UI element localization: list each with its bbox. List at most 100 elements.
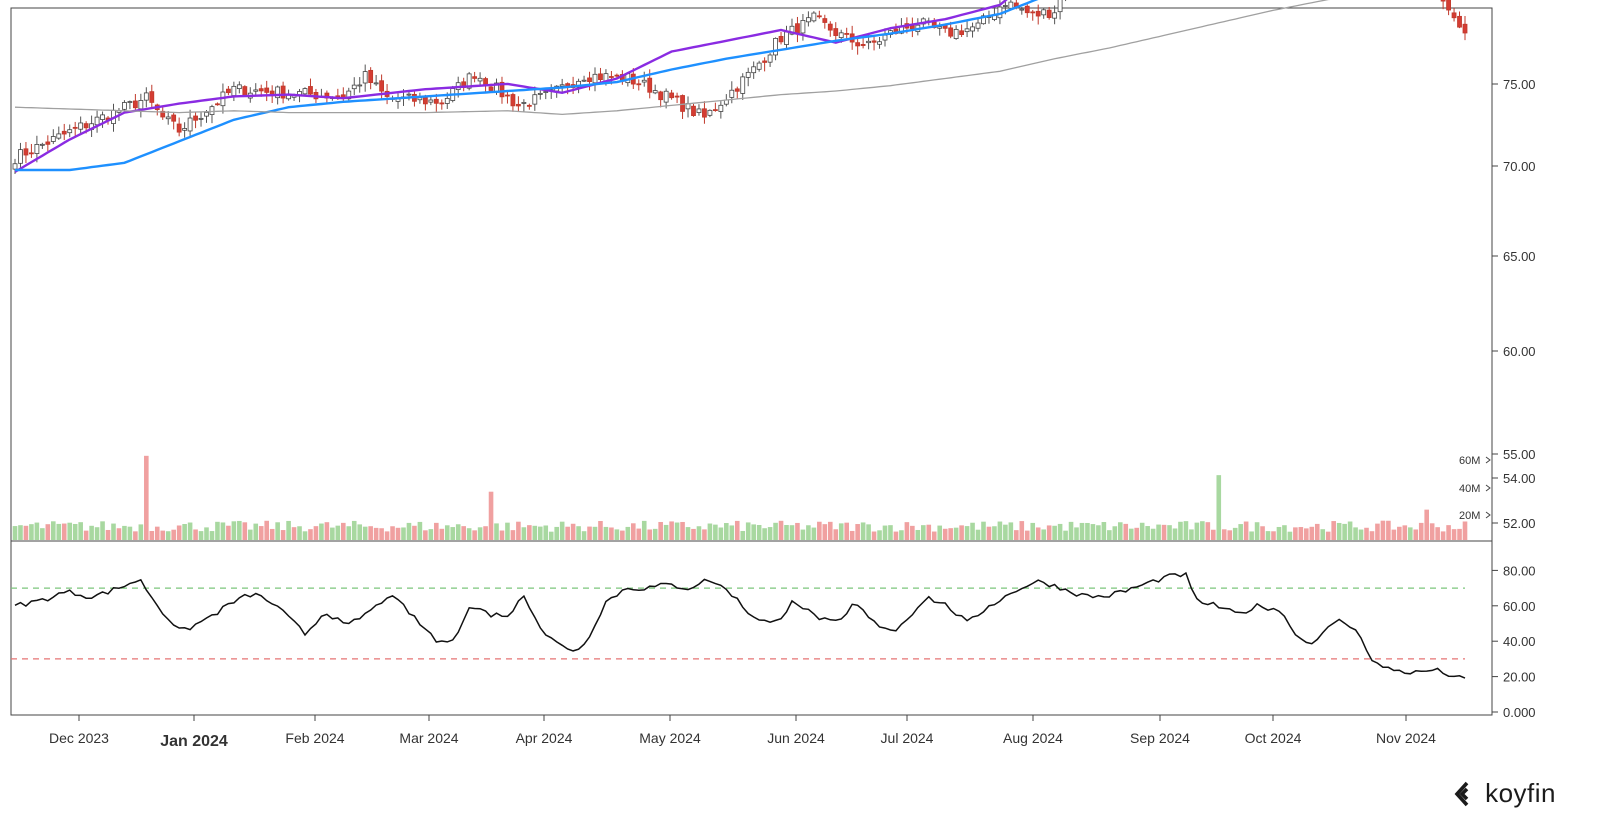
volume-bar xyxy=(111,523,116,540)
volume-bar xyxy=(904,522,910,540)
candle xyxy=(537,90,543,100)
volume-bar xyxy=(724,523,729,540)
price-tick-label: 75.00 xyxy=(1503,77,1536,92)
candle xyxy=(406,91,412,101)
volume-bar xyxy=(280,530,286,540)
candle xyxy=(521,99,527,112)
candle xyxy=(18,142,23,170)
volume-bar xyxy=(636,528,642,540)
volume-bar xyxy=(1085,522,1090,540)
volume-bar xyxy=(652,528,658,540)
volume-bar xyxy=(1024,530,1030,540)
candle xyxy=(663,88,669,109)
volume-bar xyxy=(745,522,751,540)
volume-bar xyxy=(1331,521,1336,540)
volume-bar xyxy=(193,529,198,540)
candle xyxy=(176,117,182,137)
volume-bar xyxy=(269,528,275,540)
volume-bar xyxy=(1391,529,1397,540)
volume-bar xyxy=(116,528,122,540)
volume-bar xyxy=(751,524,756,540)
volume-bar xyxy=(61,523,67,540)
month-tick-label: Apr 2024 xyxy=(516,730,573,746)
volume-bar xyxy=(767,527,773,540)
candle xyxy=(767,53,773,67)
volume-bar xyxy=(231,521,237,540)
volume-bar xyxy=(56,523,62,540)
candle xyxy=(225,86,231,96)
volume-bar xyxy=(970,522,975,540)
price-tick-label: 70.00 xyxy=(1503,159,1536,174)
month-tick-label: Dec 2023 xyxy=(49,730,109,746)
volume-bar xyxy=(1325,531,1331,540)
volume-bar xyxy=(149,530,155,540)
volume-bar xyxy=(176,525,182,540)
volume-bar xyxy=(187,522,193,540)
volume-bar xyxy=(1035,527,1041,540)
volume-bar xyxy=(1101,522,1107,540)
volume-bar xyxy=(494,523,499,540)
volume-bar xyxy=(1402,525,1408,540)
oscillator-panel xyxy=(11,571,1466,679)
candle xyxy=(1052,5,1058,25)
volume-bar xyxy=(1386,520,1391,540)
volume-bar xyxy=(784,525,789,540)
candle xyxy=(959,24,965,37)
candle xyxy=(756,60,762,72)
volume-bar xyxy=(1068,521,1074,540)
volume-bar xyxy=(685,527,691,540)
volume-bar xyxy=(472,530,477,540)
candle xyxy=(198,111,204,127)
volume-bar xyxy=(849,530,855,540)
volume-bar xyxy=(384,531,390,540)
candle xyxy=(302,87,308,95)
volume-bar xyxy=(592,526,598,540)
candle xyxy=(669,89,675,100)
volume-bar xyxy=(674,522,680,540)
volume-bar xyxy=(647,529,653,540)
price-tick-label: 54.00 xyxy=(1503,471,1536,486)
volume-bar xyxy=(1424,509,1429,540)
oscillator-tick-label: 60.00 xyxy=(1503,599,1536,614)
volume-bar xyxy=(127,526,133,540)
candle xyxy=(658,90,664,108)
volume-bar xyxy=(1178,521,1183,540)
volume-bar xyxy=(773,522,778,540)
volume-bar xyxy=(1413,529,1419,540)
koyfin-logo[interactable]: koyfin xyxy=(1453,778,1556,809)
volume-bar xyxy=(1150,528,1156,540)
volume-bar xyxy=(12,526,18,540)
volume-bar xyxy=(756,524,762,540)
candle xyxy=(78,116,84,134)
volume-bar xyxy=(154,526,160,540)
oscillator-line xyxy=(14,571,1466,679)
volume-bar xyxy=(1156,524,1161,540)
volume-bar xyxy=(1358,529,1364,540)
candle xyxy=(636,79,642,91)
volume-bar xyxy=(1057,523,1063,540)
candle xyxy=(368,67,374,90)
volume-tick-label: 20M xyxy=(1459,510,1480,522)
volume-bar xyxy=(209,531,215,540)
candle xyxy=(718,101,724,119)
volume-bar xyxy=(833,529,839,540)
candle xyxy=(805,11,811,27)
candle xyxy=(592,67,598,92)
candle xyxy=(1440,0,1446,10)
volume-bar xyxy=(100,521,105,540)
month-tick-label: Sep 2024 xyxy=(1130,730,1190,746)
volume-bar xyxy=(341,522,346,540)
volume-bar xyxy=(89,525,94,540)
volume-bar xyxy=(1096,525,1101,540)
volume-bar xyxy=(729,525,735,540)
month-tick-label: May 2024 xyxy=(639,730,701,746)
volume-bar xyxy=(1451,529,1457,540)
volume-tick-label: 40M xyxy=(1459,483,1480,495)
volume-bar xyxy=(390,526,395,540)
volume-bar xyxy=(122,525,127,540)
candle xyxy=(652,84,658,95)
candle xyxy=(587,71,592,91)
candle xyxy=(532,86,538,111)
koyfin-logo-icon xyxy=(1454,781,1469,806)
candle xyxy=(707,109,713,118)
